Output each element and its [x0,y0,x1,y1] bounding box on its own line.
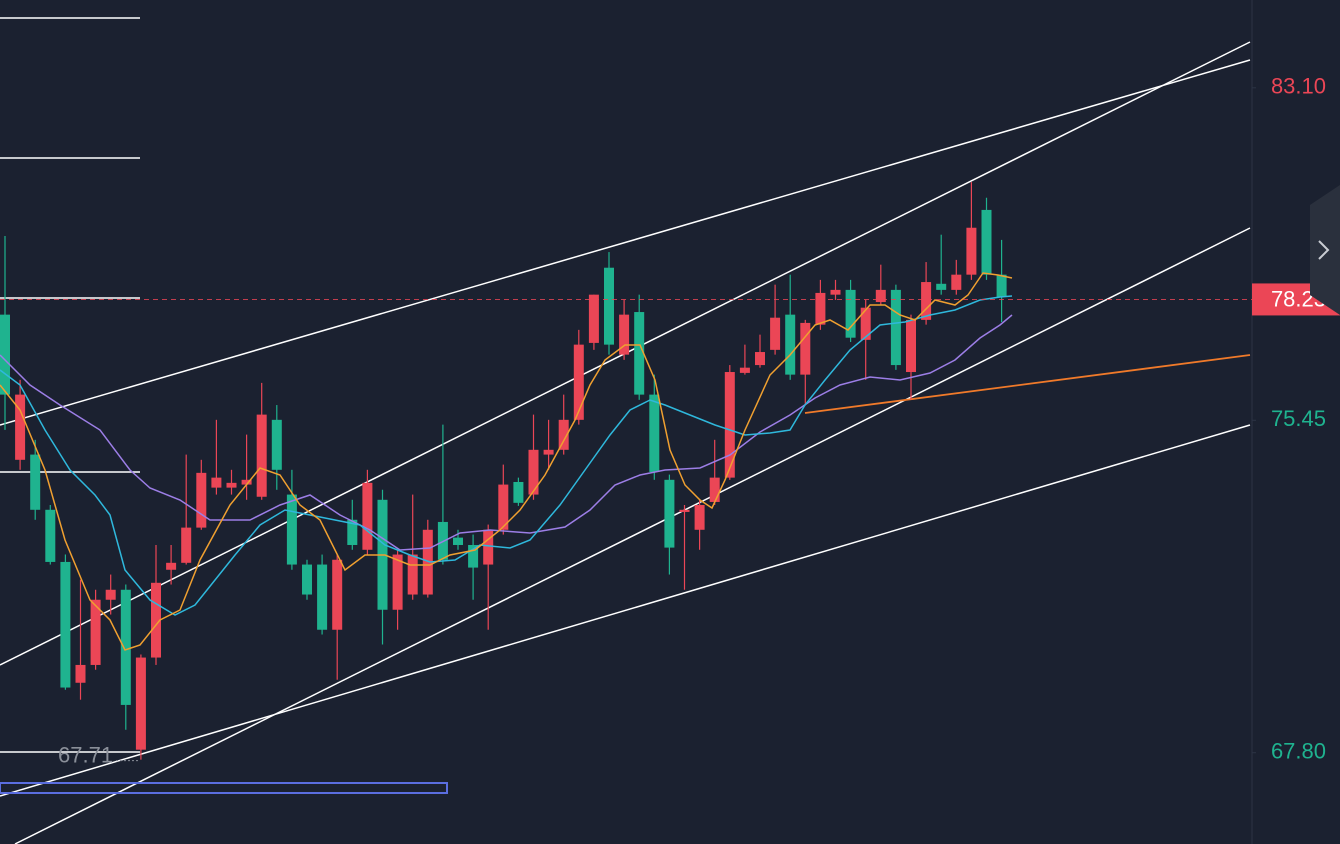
expand-tab[interactable] [1310,185,1340,315]
candle-body [120,589,131,705]
candle-body [151,582,161,658]
candle-body [135,657,146,750]
candle-body [981,209,992,275]
candle-body [271,419,282,470]
candle-body [604,267,614,345]
candle-body [422,529,433,595]
candle-body [951,274,962,290]
y-tick-label: 75.45 [1271,406,1326,431]
candle-body [256,414,267,497]
candle-body [407,554,418,595]
candle-body [860,307,871,340]
candle-body [528,449,539,495]
candle-body [513,481,524,503]
candle-body [755,352,765,366]
candles [0,182,1007,760]
candle-body [815,292,826,325]
candle-body [649,394,660,472]
candle-body [317,564,328,630]
candle-body [573,344,584,420]
candle-body [60,561,71,688]
candle-body [724,372,735,478]
candle-body [845,289,856,338]
candle-body [558,419,569,450]
candle-body [453,537,463,545]
candle-body [936,283,947,290]
candle-body [347,519,358,545]
ma-line [0,314,1013,551]
candle-body [75,664,86,683]
candle-body [181,527,192,563]
trend-line [14,227,1251,844]
ma-line [0,295,1013,616]
candle-body [830,289,841,295]
candle-body [543,449,554,455]
candle-body [634,312,645,395]
low-label: 67.71 [58,742,113,767]
trend-line [0,424,1251,797]
candle-body [392,554,403,610]
candle-body [45,509,56,562]
candle-body [166,562,177,570]
candle-body [800,322,811,375]
candle-body [30,454,41,510]
candle-body [890,289,901,366]
y-tick-label: 83.10 [1271,74,1326,99]
candle-body [906,319,916,373]
trend-line [0,59,1251,426]
candle-body [226,482,237,488]
candle-body [770,317,781,350]
candle-body [362,482,373,550]
expand-arrow[interactable] [1318,240,1330,260]
candle-body [694,505,705,530]
candle-body [468,544,479,568]
candle-body [679,509,690,512]
candle-body [996,274,1007,297]
candle-body [966,227,977,275]
candle-body [785,314,796,375]
candle-body [332,559,343,630]
candle-body [196,472,207,528]
candle-body [286,494,297,565]
candle-body [105,589,116,600]
candle-body [15,394,26,460]
candle-body [241,479,252,485]
y-tick-label: 67.80 [1271,739,1326,764]
candle-body [90,599,101,665]
candle-body [588,294,599,343]
candle-body [619,314,630,355]
candle-body [483,529,494,565]
candle-body [664,479,675,548]
zone-box [0,782,448,794]
candle-body [0,314,10,395]
candle-body [921,282,932,320]
candle-body [875,289,886,303]
candle-body [498,484,509,530]
candle-body [302,564,312,595]
support-line [804,354,1251,414]
candle-body [739,367,750,373]
ma-line [0,272,1013,651]
candle-body [211,477,222,488]
moving-averages [0,272,1013,651]
candle-body [709,477,720,502]
